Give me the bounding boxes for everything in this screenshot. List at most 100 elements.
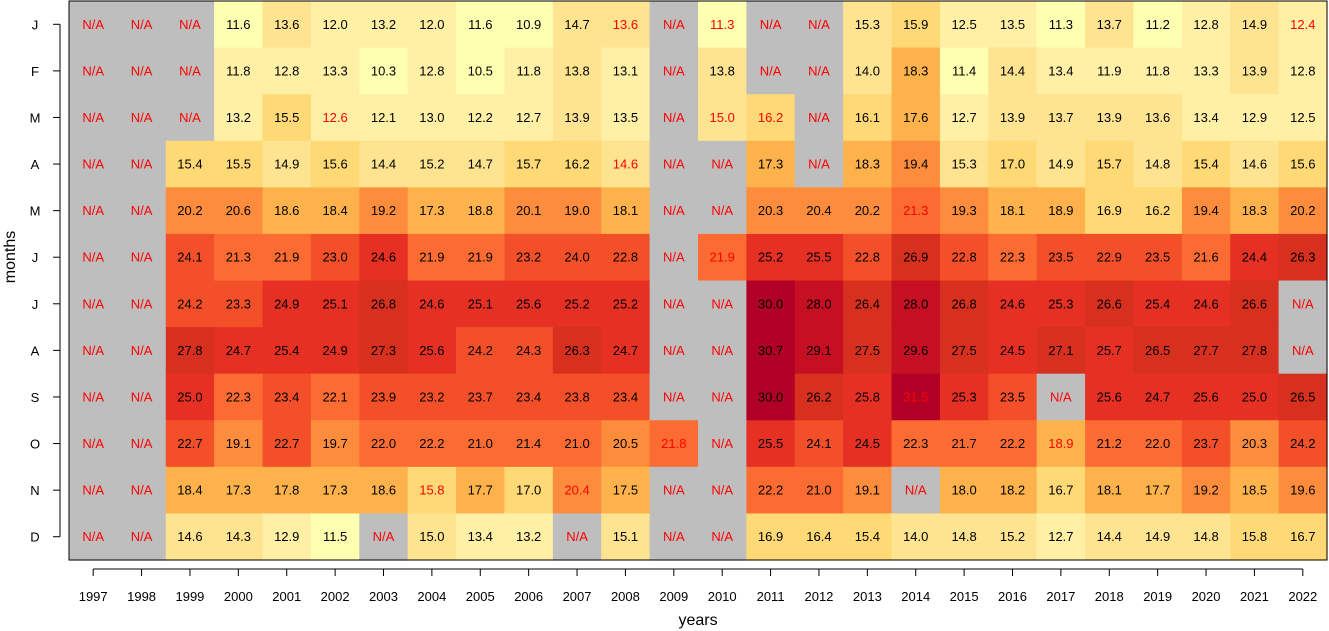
cell-value-label: N/A	[808, 63, 830, 78]
cell-value-label: 28.0	[903, 296, 928, 311]
heatmap-cell	[1036, 420, 1086, 468]
cell-value-label: 19.6	[1290, 483, 1315, 498]
heatmap-cell	[1181, 187, 1231, 235]
heatmap-cell	[359, 327, 409, 375]
cell-value-label: 15.2	[1000, 529, 1025, 544]
heatmap-cell	[310, 513, 360, 561]
cell-value-label: 18.2	[1000, 483, 1025, 498]
heatmap-cell	[1036, 513, 1086, 561]
cell-value-label: N/A	[131, 296, 153, 311]
heatmap-cell	[504, 94, 554, 142]
x-tick-label: 2002	[321, 589, 350, 604]
x-tick-label: 2009	[659, 589, 688, 604]
heatmap-cell	[843, 1, 893, 49]
cell-value-label: 21.9	[419, 250, 444, 265]
heatmap-cell	[407, 420, 457, 468]
heatmap-cell	[746, 47, 796, 95]
cell-value-label: N/A	[82, 110, 104, 125]
cell-value-label: 13.0	[419, 110, 444, 125]
heatmap-cell	[165, 94, 215, 142]
heatmap-cell	[214, 466, 264, 515]
cell-value-label: 13.6	[274, 17, 299, 32]
heatmap-cell	[262, 187, 312, 235]
cell-value-label: 14.9	[1242, 17, 1267, 32]
heatmap-cell	[69, 140, 118, 188]
heatmap-cell	[843, 513, 893, 561]
heatmap-cell	[262, 466, 312, 515]
heatmap-cell	[891, 47, 941, 95]
cell-value-label: 21.7	[951, 436, 976, 451]
cell-value-label: 31.5	[903, 389, 928, 404]
cell-value-label: 21.9	[710, 250, 735, 265]
cell-value-label: 21.3	[903, 203, 928, 218]
cell-value-label: 14.0	[855, 63, 880, 78]
cell-value-label: 22.7	[177, 436, 202, 451]
cell-value-label: 24.7	[1145, 389, 1170, 404]
heatmap-cell	[262, 420, 312, 468]
heatmap-cell	[1181, 513, 1231, 561]
cell-value-label: 25.8	[855, 389, 880, 404]
heatmap-cell	[407, 47, 457, 95]
y-tick-label: M	[30, 204, 41, 219]
cell-value-label: 15.8	[1242, 529, 1267, 544]
cell-value-label: 25.2	[758, 250, 783, 265]
x-tick-label: 2013	[853, 589, 882, 604]
cell-value-label: 25.5	[758, 436, 783, 451]
heatmap-cell	[504, 47, 554, 95]
y-tick-label: S	[31, 390, 40, 405]
heatmap-cell	[601, 420, 651, 468]
cell-value-label: 26.5	[1290, 389, 1315, 404]
cell-value-label: 24.3	[516, 343, 541, 358]
heatmap-cell	[843, 280, 893, 328]
heatmap-cell	[649, 466, 699, 515]
cell-value-label: 13.2	[516, 529, 541, 544]
cell-value-label: 12.8	[1193, 17, 1218, 32]
cell-value-label: 25.5	[806, 250, 831, 265]
heatmap-cell	[1036, 373, 1086, 421]
cell-value-label: 18.4	[322, 203, 347, 218]
heatmap-cell	[359, 466, 409, 515]
cell-value-label: 12.5	[1290, 110, 1315, 125]
cell-value-label: 13.6	[613, 17, 638, 32]
cell-value-label: N/A	[760, 17, 782, 32]
heatmap-cell	[891, 513, 941, 561]
cell-value-label: 11.3	[710, 17, 734, 32]
cell-value-label: 13.8	[564, 63, 589, 78]
cell-value-label: 17.8	[274, 483, 299, 498]
cell-value-label: 15.7	[1097, 157, 1122, 172]
cell-value-label: 17.7	[1145, 483, 1170, 498]
heatmap-cell	[504, 466, 554, 515]
cell-value-label: N/A	[663, 343, 685, 358]
cell-value-label: 30.7	[758, 343, 783, 358]
heatmap-cell	[601, 1, 651, 49]
heatmap-cell	[359, 233, 409, 282]
cell-value-label: 15.8	[419, 483, 444, 498]
heatmap-cell	[262, 373, 312, 421]
x-tick-label: 2022	[1288, 589, 1317, 604]
cell-value-label: 22.2	[419, 436, 444, 451]
heatmap-cell	[1278, 513, 1328, 561]
cell-value-label: 18.8	[468, 203, 493, 218]
cell-value-label: N/A	[131, 63, 153, 78]
heatmap-cell	[165, 373, 215, 421]
cell-value-label: 14.9	[274, 157, 299, 172]
heatmap-cell	[988, 47, 1038, 95]
heatmap-cell	[794, 280, 844, 328]
heatmap-cell	[698, 94, 747, 142]
heatmap-cell	[504, 1, 554, 49]
cell-value-label: 25.6	[419, 343, 444, 358]
cell-value-label: N/A	[82, 250, 104, 265]
cell-value-label: 12.0	[322, 17, 347, 32]
cell-value-label: N/A	[663, 250, 685, 265]
cell-value-label: 24.2	[1290, 436, 1315, 451]
cell-value-label: 24.5	[855, 436, 880, 451]
cell-value-label: 25.6	[1097, 389, 1122, 404]
cell-value-label: N/A	[711, 483, 733, 498]
heatmap-cell	[939, 140, 989, 188]
heatmap-cell	[1181, 1, 1231, 49]
heatmap-cell	[939, 466, 989, 515]
cell-value-label: N/A	[711, 529, 733, 544]
heatmap-cell	[601, 466, 651, 515]
cell-value-label: 29.6	[903, 343, 928, 358]
cell-value-label: 17.6	[903, 110, 928, 125]
